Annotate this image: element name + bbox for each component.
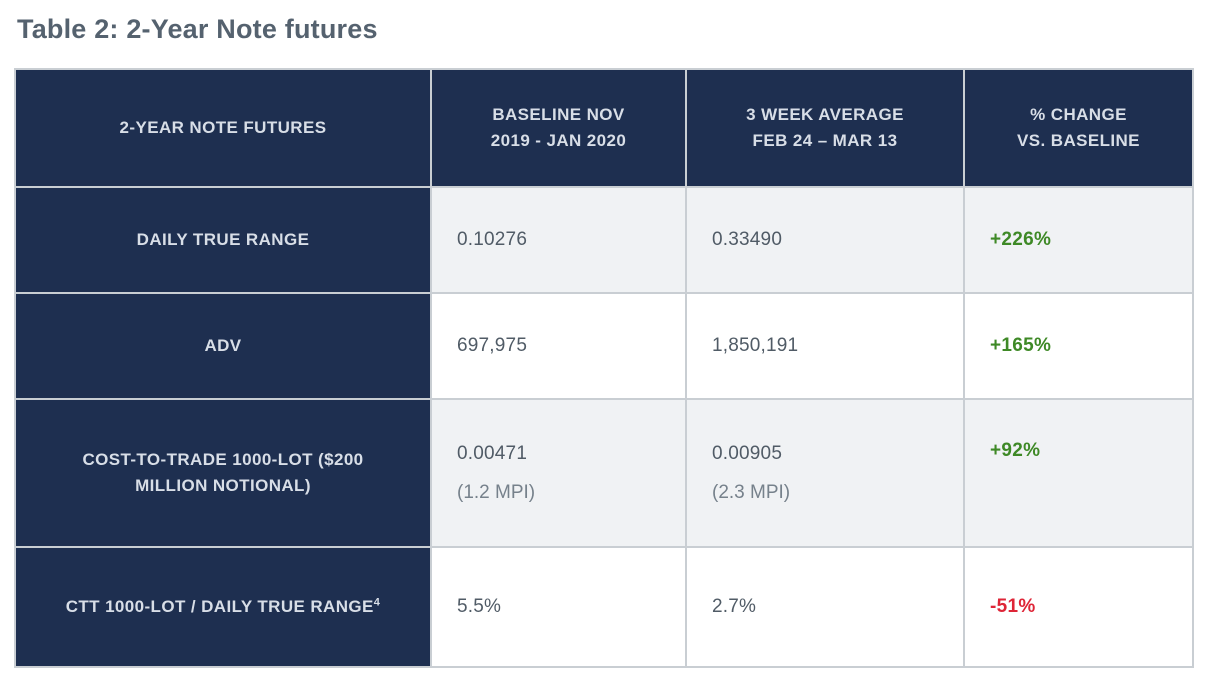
cell-adv-pct-change: +165% xyxy=(963,292,1194,400)
page-title: Table 2: 2-Year Note futures xyxy=(17,14,378,44)
pct-change-value: +92% xyxy=(990,440,1041,461)
column-header-subtitle: 2019 - JAN 2020 xyxy=(490,131,627,150)
cell-adv-baseline: 697,975 xyxy=(430,292,687,400)
column-header-title: BASELINE NOV xyxy=(492,104,625,124)
column-header-pct-change: % CHANGE VS. BASELINE xyxy=(963,68,1194,188)
cell-daily-true-range-three-week-avg: 0.33490 xyxy=(685,186,965,294)
cell-ctt-three-week-avg: 2.7% xyxy=(685,546,965,668)
cell-ctt-baseline: 5.5% xyxy=(430,546,687,668)
row-label-cost-to-trade: COST-TO-TRADE 1000-LOT ($200 MILLION NOT… xyxy=(14,398,432,548)
pct-change-value: -51% xyxy=(990,596,1036,617)
futures-table: 2-YEAR NOTE FUTURES BASELINE NOV 2019 - J… xyxy=(14,68,1194,668)
cell-daily-true-range-pct-change: +226% xyxy=(963,186,1194,294)
cell-value: 0.33490 xyxy=(712,229,783,250)
cell-ctt-pct-change: -51% xyxy=(963,546,1194,668)
column-header-baseline: BASELINE NOV 2019 - JAN 2020 xyxy=(430,68,687,188)
column-header-title: 2-YEAR NOTE FUTURES xyxy=(119,117,327,137)
column-header-product: 2-YEAR NOTE FUTURES xyxy=(14,68,432,188)
column-header-three-week-average: 3 WEEK AVERAGE FEB 24 – MAR 13 xyxy=(685,68,965,188)
cell-value: 697,975 xyxy=(457,335,528,356)
table-row-ctt-daily-true-range: CTT 1000-LOT / DAILY TRUE RANGE4 5.5% 2.… xyxy=(14,546,1194,668)
cell-value: 2.7% xyxy=(712,596,757,617)
pct-change-value: +226% xyxy=(990,229,1052,250)
column-header-subtitle: VS. BASELINE xyxy=(1017,131,1140,150)
table-row-cost-to-trade: COST-TO-TRADE 1000-LOT ($200 MILLION NOT… xyxy=(14,398,1194,548)
row-label-text: COST-TO-TRADE 1000-LOT ($200 MILLION NOT… xyxy=(82,449,364,495)
cell-subvalue: (2.3 MPI) xyxy=(712,481,791,503)
column-header-title: 3 WEEK AVERAGE xyxy=(746,104,904,124)
header-row: 2-YEAR NOTE FUTURES BASELINE NOV 2019 - J… xyxy=(14,68,1194,188)
table-row-daily-true-range: DAILY TRUE RANGE 0.10276 0.33490 +226% xyxy=(14,186,1194,294)
column-header-subtitle: FEB 24 – MAR 13 xyxy=(752,131,898,150)
row-label-footnote: 4 xyxy=(373,596,381,609)
row-label-ctt-daily-true-range: CTT 1000-LOT / DAILY TRUE RANGE4 xyxy=(14,546,432,668)
cell-cost-to-trade-baseline: 0.00471 (1.2 MPI) xyxy=(430,398,687,548)
column-header-title: % CHANGE xyxy=(1030,104,1127,124)
cell-cost-to-trade-three-week-avg: 0.00905 (2.3 MPI) xyxy=(685,398,965,548)
cell-value: 0.00471 xyxy=(457,442,528,464)
cell-cost-to-trade-pct-change: +92% xyxy=(963,398,1194,548)
row-label-text: DAILY TRUE RANGE xyxy=(136,229,310,249)
cell-value: 5.5% xyxy=(457,596,502,617)
row-label-text: ADV xyxy=(204,335,242,355)
cell-value: 0.10276 xyxy=(457,229,528,250)
row-label-text: CTT 1000-LOT / DAILY TRUE RANGE xyxy=(65,596,374,616)
row-label-daily-true-range: DAILY TRUE RANGE xyxy=(14,186,432,294)
pct-change-value: +165% xyxy=(990,335,1052,356)
cell-value: 1,850,191 xyxy=(712,335,799,356)
table-row-adv: ADV 697,975 1,850,191 +165% xyxy=(14,292,1194,400)
cell-value: 0.00905 xyxy=(712,442,783,464)
cell-daily-true-range-baseline: 0.10276 xyxy=(430,186,687,294)
cell-adv-three-week-avg: 1,850,191 xyxy=(685,292,965,400)
row-label-adv: ADV xyxy=(14,292,432,400)
cell-subvalue: (1.2 MPI) xyxy=(457,481,536,503)
